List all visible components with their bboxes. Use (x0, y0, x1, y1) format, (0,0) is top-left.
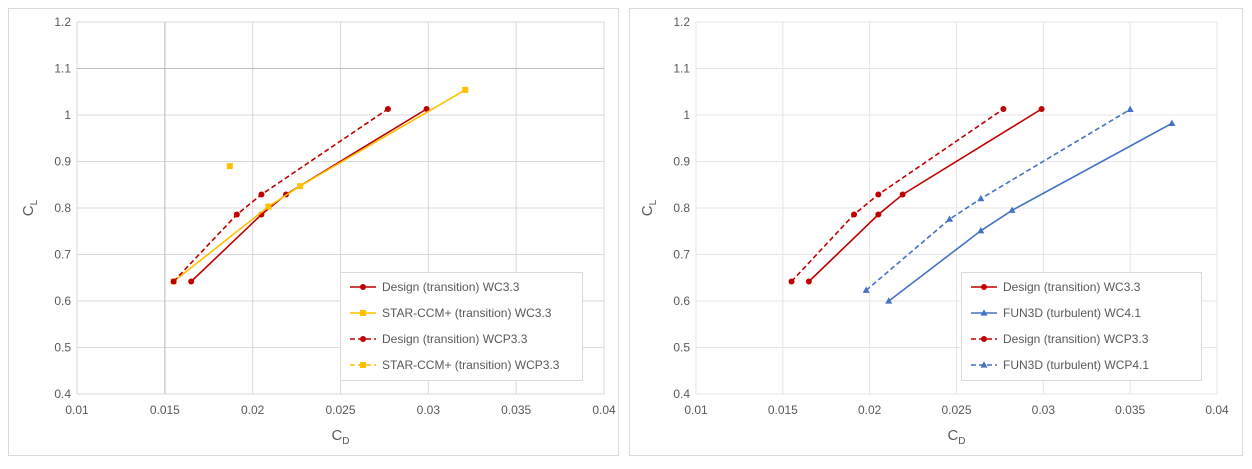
legend-entry: Design (transition) WCP3.3 (382, 332, 528, 346)
x-tick-label: 0.01 (65, 403, 89, 417)
y-tick-label: 1.1 (54, 62, 71, 76)
legend-swatch-marker (980, 309, 988, 316)
series-line-1 (808, 108, 1043, 283)
y-tick-label: 1.2 (54, 15, 71, 29)
x-axis-title-subscript: D (958, 436, 965, 447)
data-point-series-3 (170, 278, 177, 285)
legend-swatch-marker (360, 336, 366, 342)
legend-entry: Design (transition) WC3.3 (382, 280, 520, 294)
y-axis-title-subscript: L (648, 199, 659, 205)
legend-swatch-marker (981, 284, 987, 290)
y-tick-label: 1 (683, 108, 690, 122)
x-tick-label: 0.035 (1115, 403, 1145, 417)
chart-right: 0.01 0.015 0.02 0.025 0.03 0.035 0.04 0.4 0.5 0.6… (629, 8, 1243, 456)
data-point-series-3 (851, 211, 858, 218)
data-point-series-3 (788, 278, 795, 285)
y-tick-label: 1 (64, 108, 71, 122)
series-line-1 (190, 108, 428, 283)
data-point-series-4 (946, 215, 954, 222)
y-tick-label: 0.5 (54, 341, 71, 355)
data-point-series-1 (805, 278, 812, 285)
y-tick-label: 0.4 (54, 387, 71, 401)
data-point-series-1 (423, 105, 430, 112)
y-tick-label: 0.8 (673, 201, 690, 215)
legend-entry: Design (transition) WC3.3 (1003, 280, 1141, 294)
data-point-series-3 (875, 191, 882, 198)
data-point-series-4 (862, 286, 870, 293)
legend-swatch-marker (981, 336, 987, 342)
x-tick-label: 0.04 (592, 403, 616, 417)
legend-box (340, 272, 583, 381)
y-tick-label: 0.9 (54, 155, 71, 169)
data-point-series-3 (1000, 105, 1007, 112)
y-tick-label: 1.1 (673, 62, 690, 76)
y-tick-label: 0.7 (673, 248, 690, 262)
x-tick-label: 0.015 (768, 403, 798, 417)
x-tick-label: 0.04 (1205, 403, 1229, 417)
y-tick-label: 0.4 (673, 387, 690, 401)
y-tick-label: 1.2 (673, 15, 690, 29)
data-point-series-4 (226, 163, 233, 170)
y-tick-label: 0.8 (54, 201, 71, 215)
x-tick-label: 0.035 (501, 403, 531, 417)
data-point-series-4 (977, 194, 985, 202)
data-point-series-2 (297, 183, 304, 190)
chart-left: 0.01 0.015 0.02 0.025 0.03 0.035 0.04 0.4 0.5 0.6… (8, 8, 619, 456)
data-point-series-1 (1038, 105, 1045, 112)
legend-box (961, 272, 1202, 381)
x-tick-label: 0.015 (150, 403, 180, 417)
data-point-series-3 (233, 211, 240, 218)
data-point-series-2 (1168, 119, 1176, 126)
series-line-4 (865, 108, 1131, 291)
data-point-series-3 (258, 191, 265, 198)
data-point-series-3 (384, 105, 391, 112)
chart-frame (629, 8, 1243, 456)
data-point-series-4 (1126, 105, 1134, 113)
x-tick-label: 0.01 (684, 403, 708, 417)
y-tick-label: 0.5 (673, 341, 690, 355)
x-axis-title-subscript: D (342, 436, 349, 447)
legend-entry: Design (transition) WCP3.3 (1003, 332, 1149, 346)
data-point-series-2 (1008, 206, 1016, 213)
data-point-series-2 (462, 86, 469, 93)
data-point-series-1 (899, 191, 906, 198)
x-tick-label: 0.02 (241, 403, 265, 417)
chart-panel-right: 0.01 0.015 0.02 0.025 0.03 0.035 0.04 0.4 0.5 0.6… (626, 0, 1252, 464)
legend-entry: STAR-CCM+ (transition) WC3.3 (382, 306, 552, 320)
legend-entry: FUN3D (turbulent) WCP4.1 (1003, 358, 1149, 372)
y-axis-title-subscript: L (29, 199, 40, 205)
chart-panel-left: 0.01 0.015 0.02 0.025 0.03 0.035 0.04 0.4 0.5 0.6… (0, 0, 626, 464)
legend-entry: FUN3D (turbulent) WC4.1 (1003, 306, 1141, 320)
x-tick-label: 0.025 (325, 403, 355, 417)
y-tick-label: 0.9 (673, 155, 690, 169)
x-tick-label: 0.02 (858, 403, 882, 417)
y-tick-label: 0.7 (54, 248, 71, 262)
data-point-series-2 (885, 297, 893, 304)
legend-swatch-marker (360, 362, 366, 368)
x-tick-label: 0.03 (417, 403, 441, 417)
data-point-series-2 (265, 203, 272, 210)
data-point-series-1 (188, 278, 195, 285)
series-line-3 (790, 108, 1004, 283)
data-point-series-1 (875, 211, 882, 218)
x-tick-label: 0.025 (941, 403, 971, 417)
series-line-2 (888, 122, 1173, 302)
legend-swatch-marker (360, 284, 366, 290)
legend-swatch-marker (360, 310, 366, 316)
x-tick-label: 0.03 (1032, 403, 1056, 417)
legend-entry: STAR-CCM+ (transition) WCP3.3 (382, 358, 560, 372)
y-tick-label: 0.6 (673, 294, 690, 308)
y-tick-label: 0.6 (54, 294, 71, 308)
legend-swatch-marker (980, 361, 988, 368)
series-line-3 (173, 108, 389, 283)
data-point-series-2 (977, 226, 985, 234)
chart-frame (8, 8, 619, 456)
series-line-2 (173, 89, 466, 283)
